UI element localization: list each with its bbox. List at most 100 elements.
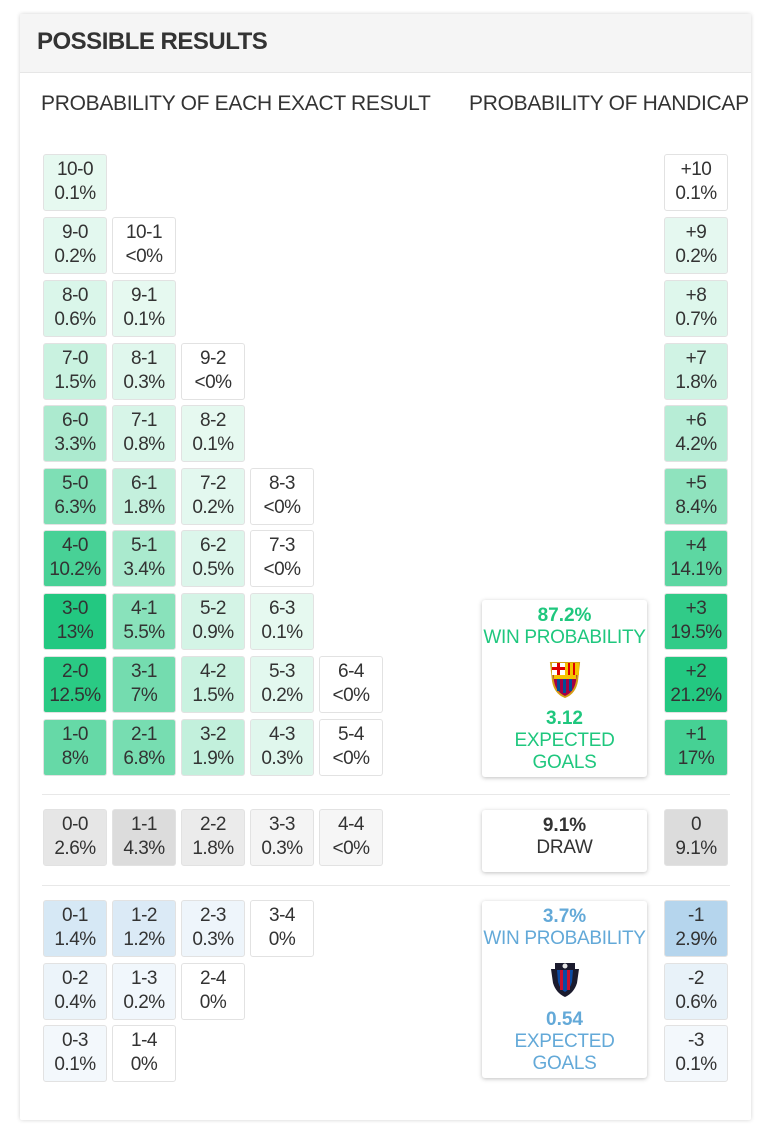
handicap-heading: PROBABILITY OF HANDICAP	[469, 92, 749, 115]
probability-value: <0%	[332, 748, 370, 769]
result-cell: 1-0 8%	[43, 719, 107, 776]
probability-value: 7%	[130, 685, 158, 706]
handicap-away-cell: -1 2.9%	[664, 900, 728, 957]
handicap-cell: +3 19.5%	[664, 593, 728, 650]
probability-value: 0.3%	[261, 838, 303, 859]
score-label: 1-2	[131, 905, 157, 926]
score-label: 10-0	[56, 159, 94, 180]
probability-value: 0.7%	[675, 309, 717, 330]
probability-value: 1.8%	[192, 838, 234, 859]
score-label: 6-1	[131, 473, 157, 494]
score-label: 8-2	[200, 410, 226, 431]
probability-value: 3.3%	[54, 434, 96, 455]
result-cell: 2-0 12.5%	[43, 656, 107, 713]
probability-value: 0.4%	[54, 992, 96, 1013]
probability-value: <0%	[263, 559, 301, 580]
away-result-cell: 2-4 0%	[181, 963, 245, 1020]
probability-value: 8.4%	[675, 497, 717, 518]
result-cell: 5-4 <0%	[319, 719, 383, 776]
probability-value: 0.2%	[192, 497, 234, 518]
probability-value: 13%	[56, 622, 94, 643]
card-header: POSSIBLE RESULTS	[20, 14, 751, 73]
probability-value: 0.6%	[54, 309, 96, 330]
handicap-cell: +1 17%	[664, 719, 728, 776]
score-label: 9-2	[200, 348, 226, 369]
score-label: 8-3	[269, 473, 295, 494]
score-label: 10-1	[125, 222, 163, 243]
score-label: 5-0	[62, 473, 88, 494]
away-result-cell: 0-1 1.4%	[43, 900, 107, 957]
draw-card: 9.1% DRAW	[482, 810, 647, 872]
score-label: +5	[685, 473, 707, 494]
score-label: 1-0	[62, 724, 88, 745]
result-cell: 5-2 0.9%	[181, 593, 245, 650]
score-label: -3	[688, 1030, 704, 1051]
result-cell: 9-1 0.1%	[112, 280, 176, 337]
home-expected-goals: 3.12	[546, 708, 583, 729]
probability-value: 0%	[199, 992, 227, 1013]
handicap-away-cell: -3 0.1%	[664, 1025, 728, 1082]
score-label: 5-1	[131, 535, 157, 556]
score-label: +6	[685, 410, 707, 431]
result-cell: 5-1 3.4%	[112, 530, 176, 587]
away-result-cell: 1-2 1.2%	[112, 900, 176, 957]
probability-value: 0.5%	[192, 559, 234, 580]
possible-results-card: POSSIBLE RESULTS PROBABILITY OF EACH EXA…	[20, 14, 751, 1120]
away-win-label: WIN PROBABILITY	[483, 928, 646, 949]
result-cell: 8-0 0.6%	[43, 280, 107, 337]
probability-value: 19.5%	[670, 622, 722, 643]
score-label: 4-2	[200, 661, 226, 682]
handicap-cell: +4 14.1%	[664, 530, 728, 587]
away-expected-goals-label: EXPECTED GOALS	[514, 1031, 615, 1074]
probability-value: 2.9%	[675, 929, 717, 950]
score-label: 5-2	[200, 598, 226, 619]
probability-value: 17%	[677, 748, 715, 769]
score-label: +4	[685, 535, 707, 556]
handicap-cell: +5 8.4%	[664, 468, 728, 525]
probability-value: 1.2%	[123, 929, 165, 950]
draw-result-cell: 2-2 1.8%	[181, 809, 245, 866]
probability-value: 0.2%	[54, 246, 96, 267]
result-cell: 3-1 7%	[112, 656, 176, 713]
home-win-percentage: 87.2%	[537, 605, 592, 626]
probability-value: 0.2%	[123, 992, 165, 1013]
score-label: 7-2	[200, 473, 226, 494]
away-result-cell: 2-3 0.3%	[181, 900, 245, 957]
probability-value: 4.2%	[675, 434, 717, 455]
draw-result-cell: 3-3 0.3%	[250, 809, 314, 866]
score-label: 4-1	[131, 598, 157, 619]
score-label: 9-1	[131, 285, 157, 306]
score-label: +1	[685, 724, 707, 745]
away-result-cell: 3-4 0%	[250, 900, 314, 957]
score-label: 3-2	[200, 724, 226, 745]
result-cell: 5-0 6.3%	[43, 468, 107, 525]
score-label: 8-0	[62, 285, 88, 306]
score-label: +10	[680, 159, 712, 180]
handicap-away-cell: -2 0.6%	[664, 963, 728, 1020]
result-cell: 7-0 1.5%	[43, 343, 107, 400]
result-cell: 8-3 <0%	[250, 468, 314, 525]
score-label: 3-4	[269, 905, 295, 926]
probability-value: 1.5%	[54, 372, 96, 393]
draw-result-cell: 1-1 4.3%	[112, 809, 176, 866]
result-cell: 4-2 1.5%	[181, 656, 245, 713]
probability-value: 1.5%	[192, 685, 234, 706]
result-cell: 4-1 5.5%	[112, 593, 176, 650]
handicap-cell: +7 1.8%	[664, 343, 728, 400]
probability-value: 0%	[130, 1054, 158, 1075]
score-label: 3-1	[131, 661, 157, 682]
score-label: 6-4	[338, 661, 364, 682]
home-expected-goals-label: EXPECTED GOALS	[514, 730, 615, 773]
probability-value: 1.9%	[192, 748, 234, 769]
handicap-cell: +8 0.7%	[664, 280, 728, 337]
away-win-percentage: 3.7%	[542, 906, 587, 927]
away-win-card: 3.7% WIN PROBABILITY 0.54 EXPECTED GOALS	[482, 901, 647, 1078]
score-label: 6-3	[269, 598, 295, 619]
probability-value: 0.2%	[261, 685, 303, 706]
away-result-cell: 1-3 0.2%	[112, 963, 176, 1020]
handicap-cell: +10 0.1%	[664, 154, 728, 211]
away-result-cell: 1-4 0%	[112, 1025, 176, 1082]
probability-value: 1.8%	[123, 497, 165, 518]
score-label: 4-3	[269, 724, 295, 745]
score-label: 7-0	[62, 348, 88, 369]
